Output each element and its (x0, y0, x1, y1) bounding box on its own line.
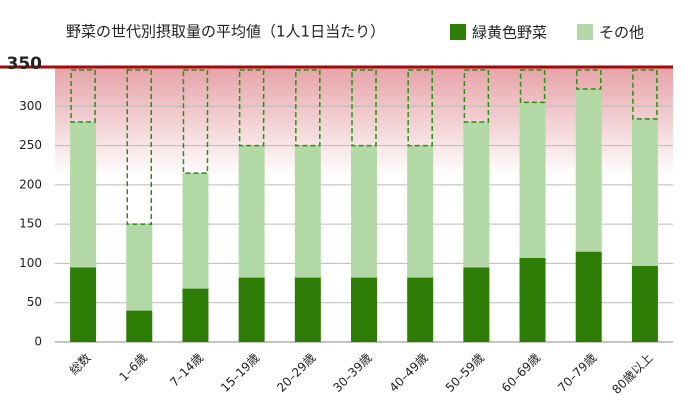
bar (407, 145, 434, 278)
bar (238, 145, 265, 278)
x-tick-label: 60–69歳 (499, 351, 543, 395)
x-tick-label: 70–79歳 (555, 351, 599, 395)
target-label: 350 (7, 54, 43, 74)
bar (575, 89, 602, 252)
y-tick-label: 100 (19, 256, 42, 270)
x-tick-label: 1–6歳 (116, 351, 149, 384)
target-gap (519, 69, 546, 104)
bar (351, 145, 377, 278)
bar (126, 310, 153, 342)
y-tick-label: 200 (19, 177, 42, 191)
bar (294, 277, 321, 342)
x-tick-label: 総数 (66, 350, 94, 378)
target-gap (182, 69, 209, 174)
target-gap (70, 69, 96, 123)
y-tick-label: 250 (19, 138, 42, 152)
y-tick-label: 0 (34, 335, 42, 349)
bar (407, 277, 434, 342)
bar (575, 251, 602, 342)
x-tick-label: 30–39歳 (330, 351, 374, 395)
x-tick-label: 80歳以上 (609, 351, 655, 397)
bar (182, 288, 209, 342)
target-gap (575, 69, 602, 90)
target-gap (407, 69, 433, 147)
bar (631, 118, 658, 266)
bar (519, 102, 546, 258)
x-tick-label: 15–19歳 (218, 351, 262, 395)
legend-swatch (450, 24, 466, 40)
x-tick-label: 40–49歳 (387, 351, 431, 395)
bar (351, 277, 377, 342)
target-gap (463, 69, 490, 123)
target-gap (295, 69, 321, 147)
legend-label: 緑黄色野菜 (472, 24, 547, 42)
bar (238, 277, 265, 342)
legend-label: その他 (599, 24, 644, 42)
bar (70, 267, 97, 342)
target-gap (238, 69, 265, 147)
bar (631, 265, 658, 342)
bar (126, 224, 153, 311)
bar (70, 122, 97, 268)
target-gap (351, 69, 377, 147)
target-gap (126, 69, 153, 225)
x-tick-label: 50–59歳 (443, 351, 487, 395)
target-gap (632, 69, 658, 120)
bar (182, 173, 209, 289)
y-tick-label: 150 (19, 217, 42, 231)
bar (463, 267, 490, 342)
legend-swatch (577, 24, 594, 40)
chart-title: 野菜の世代別摂取量の平均値（1人1日当たり） (66, 23, 385, 41)
x-tick-label: 7–14歳 (167, 351, 206, 390)
x-tick-label: 20–29歳 (274, 351, 318, 395)
bar (294, 145, 321, 278)
bar (519, 257, 546, 342)
bar (463, 122, 490, 268)
y-tick-label: 300 (19, 99, 42, 113)
y-tick-label: 50 (27, 295, 42, 309)
